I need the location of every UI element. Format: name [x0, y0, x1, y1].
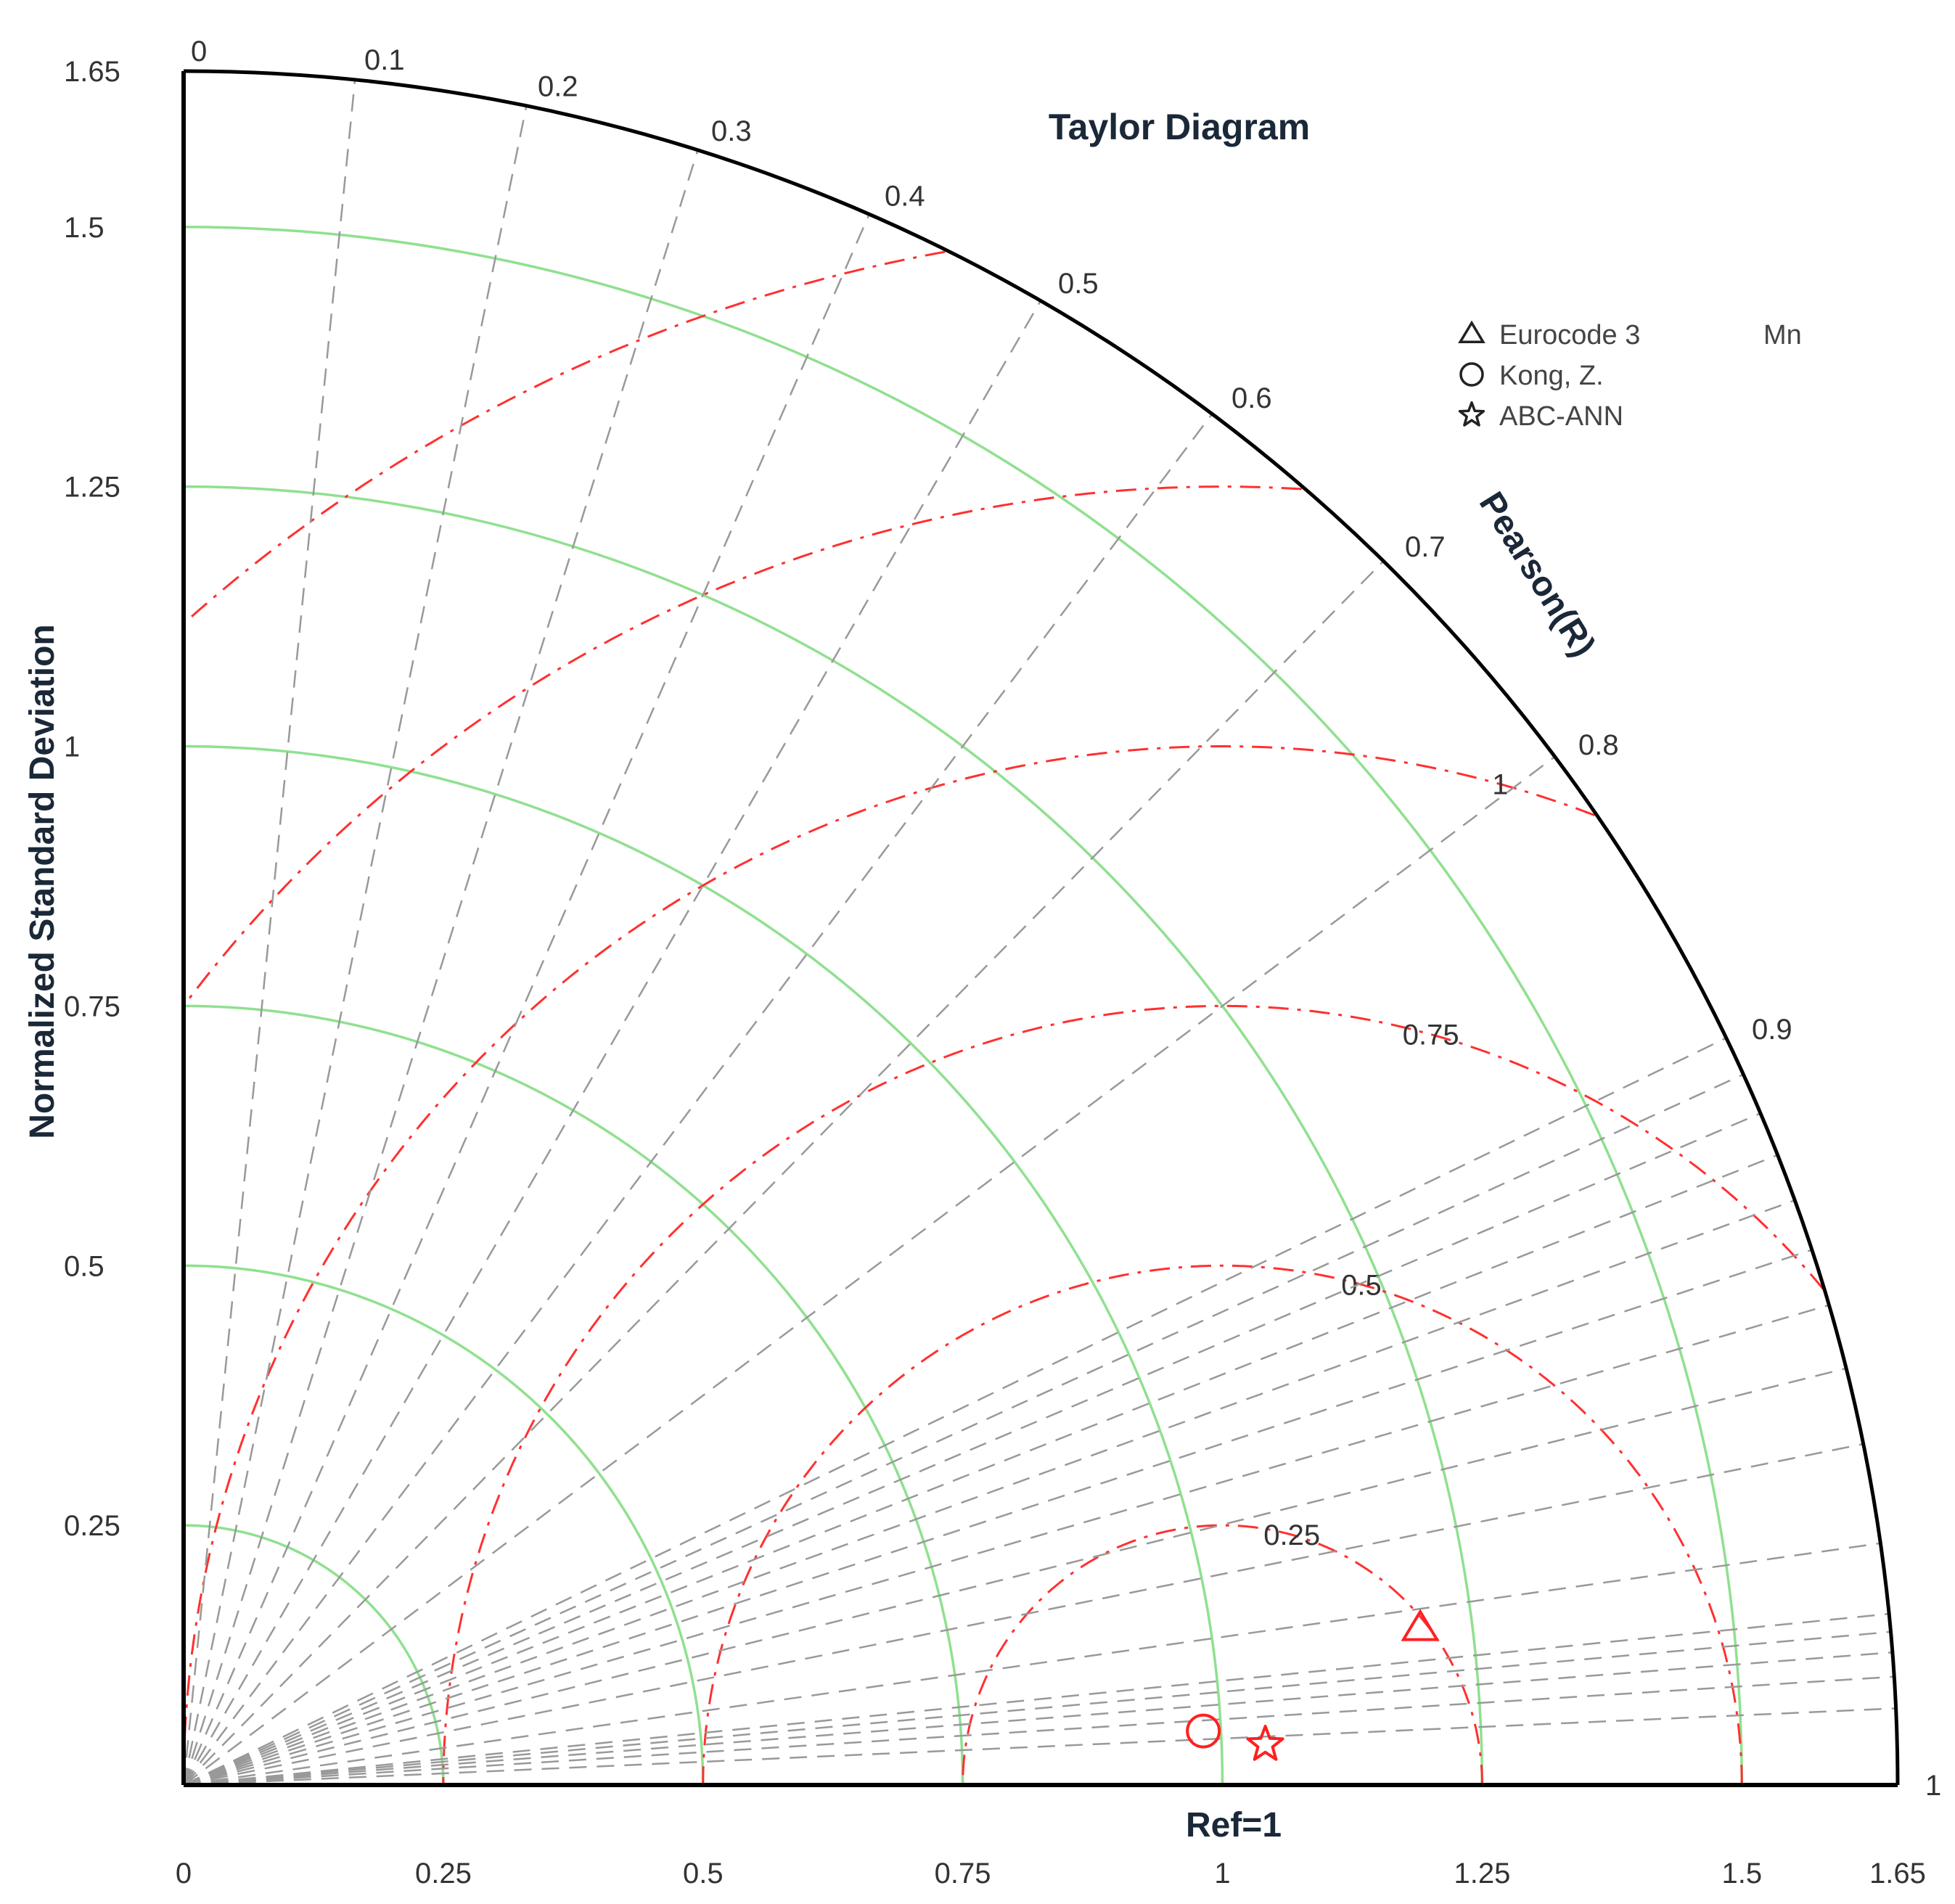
legend-entry-2: ABC-ANN — [1499, 401, 1623, 432]
correlation-tick-10: 1 — [1925, 1770, 1941, 1802]
x-axis-label: Ref=1 — [1186, 1806, 1282, 1844]
std-arc-1 — [183, 1264, 705, 1786]
std-arc-2 — [183, 1004, 964, 1786]
point-star-2 — [1246, 1724, 1284, 1761]
rmsd-arc-0 — [962, 1524, 1483, 1785]
x-tick-6: 1.5 — [1721, 1858, 1762, 1889]
correlation-line-0 — [182, 79, 356, 1786]
std-arc-0 — [183, 1524, 445, 1786]
point-circle-1 — [1186, 1713, 1221, 1749]
chart-title: Taylor Diagram — [1049, 107, 1310, 147]
correlation-line-5 — [182, 413, 1213, 1786]
correlation-tick-7: 0.7 — [1405, 531, 1446, 563]
legend-entry-0: Eurocode 3 — [1499, 320, 1640, 350]
y-tick-4: 1 — [64, 731, 80, 763]
rmsd-arc-1 — [702, 1264, 1743, 1786]
correlation-tick-5: 0.5 — [1058, 268, 1099, 300]
correlation-line-13 — [183, 1249, 1813, 1786]
rmsd-label-2: 0.75 — [1403, 1019, 1459, 1051]
legend-triangle-icon — [1458, 320, 1485, 343]
y-tick-7: 1.65 — [64, 56, 120, 88]
rmsd-label-3: 1 — [1492, 769, 1508, 801]
correlation-tick-1: 0.1 — [364, 44, 405, 76]
y-axis-label: Normalized Standard Deviation — [23, 624, 62, 1138]
correlation-tick-0: 0 — [191, 36, 207, 67]
rmsd-label-0: 0.25 — [1263, 1519, 1320, 1551]
x-tick-4: 1 — [1214, 1858, 1230, 1889]
legend-circle-icon — [1459, 362, 1484, 387]
correlation-line-15 — [183, 1367, 1847, 1786]
correlation-line-8 — [183, 1037, 1727, 1786]
rmsd-label-1: 0.5 — [1341, 1269, 1382, 1301]
legend-markers — [1458, 320, 1485, 427]
correlation-line-16 — [183, 1443, 1864, 1786]
correlation-line-1 — [182, 105, 528, 1786]
correlation-line-11 — [183, 1154, 1779, 1786]
correlation-line-2 — [182, 149, 699, 1786]
y-tick-1: 0.25 — [64, 1510, 120, 1542]
correlation-tick-2: 0.2 — [538, 70, 578, 102]
correlation-line-19 — [183, 1630, 1891, 1786]
std-arc-3 — [183, 744, 1224, 1786]
correlation-line-20 — [183, 1651, 1893, 1786]
rmsd-contours: 0.25 0.5 0.75 1 — [182, 250, 1825, 1786]
y-tick-3: 0.75 — [64, 990, 120, 1022]
point-triangle-0 — [1401, 1609, 1440, 1641]
x-tick-3: 0.75 — [935, 1858, 991, 1889]
std-arc-4 — [183, 485, 1484, 1786]
correlation-line-22 — [183, 1707, 1896, 1786]
correlation-line-14 — [183, 1304, 1829, 1786]
x-tick-0: 0 — [176, 1858, 192, 1889]
correlation-line-3 — [182, 213, 870, 1786]
legend-entry-1: Kong, Z. — [1499, 361, 1604, 391]
correlation-tick-8: 0.8 — [1578, 729, 1619, 761]
ticks: 0 0.1 0.2 0.3 0.4 0.5 0.6 0.7 0.8 0.9 1 0 0.25 0.5 0.7… — [64, 36, 1941, 1889]
y-tick-5: 1.25 — [64, 472, 120, 504]
correlation-line-17 — [183, 1542, 1881, 1786]
correlation-tick-3: 0.3 — [711, 115, 752, 147]
correlation-line-6 — [183, 560, 1385, 1786]
std-arc-5 — [183, 226, 1743, 1786]
y-tick-2: 0.5 — [64, 1250, 104, 1282]
legend-star-icon — [1458, 401, 1485, 427]
correlation-line-7 — [183, 755, 1556, 1786]
outer-arc — [183, 69, 1900, 1786]
rmsd-arc-3 — [182, 745, 1596, 1785]
x-tick-2: 0.5 — [683, 1858, 724, 1889]
correlation-line-9 — [183, 1073, 1744, 1786]
data-points — [1186, 1609, 1440, 1761]
rmsd-arc-4 — [184, 485, 1302, 1005]
legend-group-label: Mn — [1763, 320, 1802, 350]
std-contours — [183, 226, 1743, 1786]
correlation-line-4 — [182, 300, 1042, 1786]
x-tick-7: 1.65 — [1869, 1858, 1926, 1889]
correlation-lines — [182, 79, 1896, 1786]
correlation-tick-4: 0.4 — [885, 181, 925, 213]
legend: Eurocode 3 Kong, Z. ABC-ANN Mn — [1458, 320, 1802, 432]
correlation-line-12 — [183, 1199, 1795, 1786]
correlation-tick-6: 0.6 — [1231, 382, 1272, 414]
rmsd-arc-2 — [442, 1004, 1825, 1785]
correlation-line-21 — [183, 1675, 1895, 1786]
frame — [181, 69, 1900, 1787]
correlation-axis-label: Pearson(R) — [1472, 485, 1603, 663]
correlation-tick-9: 0.9 — [1752, 1014, 1792, 1046]
correlation-line-10 — [183, 1112, 1761, 1786]
x-tick-1: 0.25 — [415, 1858, 472, 1889]
correlation-line-18 — [183, 1612, 1890, 1786]
y-tick-6: 1.5 — [64, 212, 104, 244]
x-tick-5: 1.25 — [1454, 1858, 1510, 1889]
rmsd-arc-5 — [184, 250, 946, 624]
